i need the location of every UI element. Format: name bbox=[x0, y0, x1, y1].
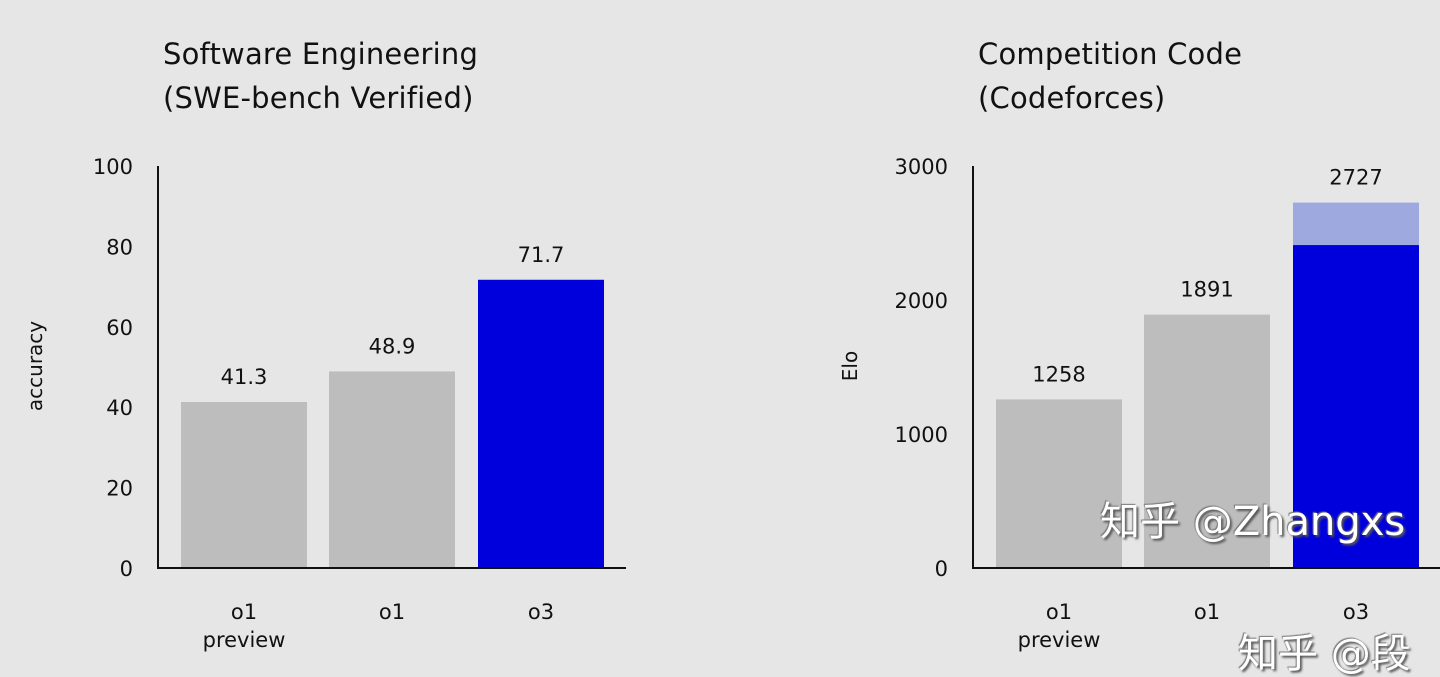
chart2-title: Competition Code (Codeforces) bbox=[978, 32, 1242, 120]
chart1-x-tick-label-2: o3 bbox=[528, 600, 554, 624]
chart1-title: Software Engineering (SWE-bench Verified… bbox=[163, 32, 478, 120]
chart1-data-label-1: 48.9 bbox=[369, 334, 416, 358]
chart1-title-line2: (SWE-bench Verified) bbox=[163, 81, 474, 115]
chart2-data-label-1: 1891 bbox=[1180, 278, 1233, 302]
chart2-title-line2: (Codeforces) bbox=[978, 81, 1166, 115]
chart1-y-tick-label: 60 bbox=[106, 316, 133, 340]
chart2-bar-1 bbox=[1144, 314, 1270, 568]
chart2-bar-highlight-2 bbox=[1293, 202, 1419, 246]
chart1-data-label-0: 41.3 bbox=[221, 365, 268, 389]
watermark-2: 知乎 @段 bbox=[1238, 631, 1411, 677]
chart2-x-tick-label-0: o1 bbox=[1046, 600, 1072, 624]
chart1-x-tick-label-0: o1 bbox=[231, 600, 257, 624]
chart2-y-tick-label: 3000 bbox=[895, 155, 948, 179]
chart1-bar-2 bbox=[478, 279, 604, 568]
chart2-title-line1: Competition Code bbox=[978, 37, 1243, 71]
chart2-y-tick-label: 2000 bbox=[895, 289, 948, 313]
chart1-y-tick-label: 20 bbox=[106, 477, 133, 501]
watermark-1: 知乎 @Zhangxs bbox=[1100, 499, 1406, 545]
chart2-y-axis-label: Elo bbox=[838, 351, 862, 381]
chart1-data-label-2: 71.7 bbox=[518, 243, 565, 267]
chart1-y-tick-label: 40 bbox=[106, 396, 133, 420]
chart1-y-tick-label: 0 bbox=[120, 557, 133, 581]
chart2-data-label-2: 2727 bbox=[1329, 166, 1382, 190]
chart1-x-tick-label-0: preview bbox=[203, 628, 286, 652]
chart2-data-label-0: 1258 bbox=[1032, 362, 1085, 386]
charts-canvas: 41.3 o1 preview 48.9 o1 71.7 o3 0 20 40 60 80 100 acc… bbox=[23, 155, 1440, 652]
chart1-x-tick-label-1: o1 bbox=[379, 600, 405, 624]
chart1-title-line1: Software Engineering bbox=[163, 37, 479, 71]
chart1-y-tick-label: 80 bbox=[106, 235, 133, 259]
chart2-bar-0 bbox=[996, 399, 1122, 568]
chart1-y-axis-label: accuracy bbox=[23, 321, 47, 411]
chart2-y-tick-label: 0 bbox=[935, 557, 948, 581]
chart1-bar-0 bbox=[181, 401, 307, 568]
chart1-y-tick-label: 100 bbox=[93, 155, 133, 179]
chart2-x-tick-label-0: preview bbox=[1018, 628, 1101, 652]
chart2-bar-2 bbox=[1293, 245, 1419, 568]
chart2-y-tick-label: 1000 bbox=[895, 423, 948, 447]
chart2-x-tick-label-1: o1 bbox=[1194, 600, 1220, 624]
chart2-x-tick-label-2: o3 bbox=[1343, 600, 1369, 624]
chart1-bar-1 bbox=[329, 371, 455, 568]
